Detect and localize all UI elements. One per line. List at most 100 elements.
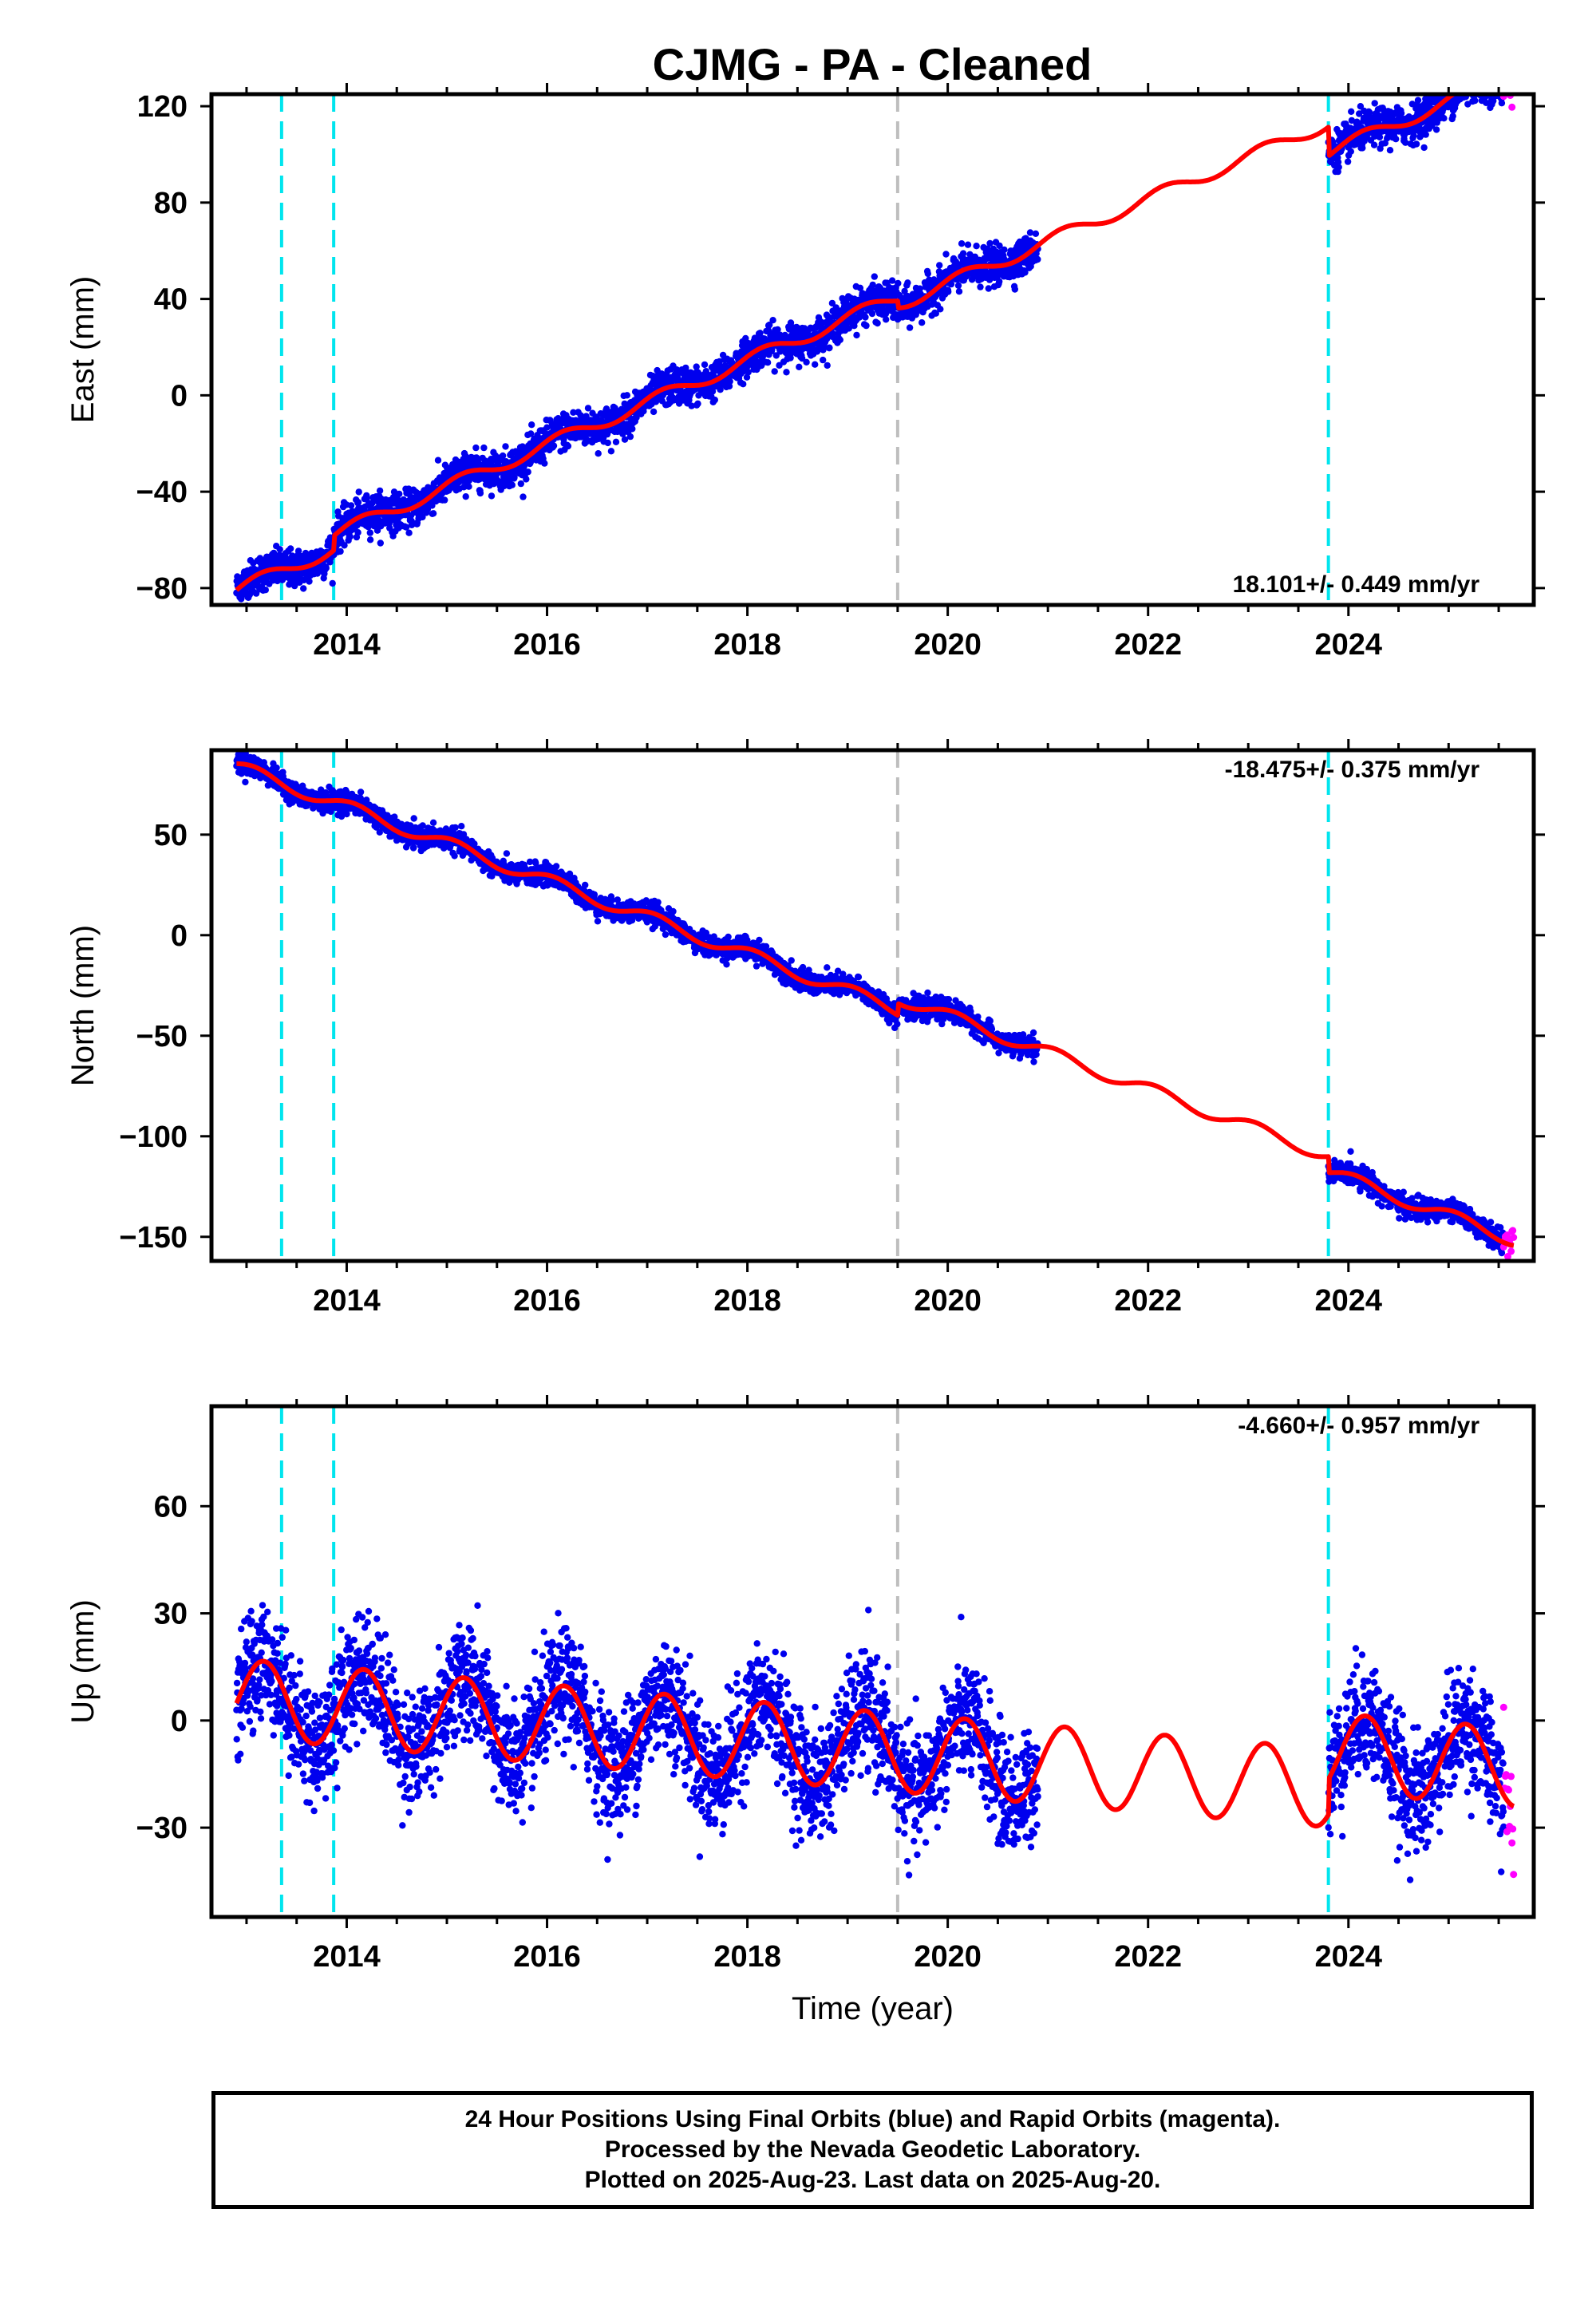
data-point: [862, 314, 869, 321]
data-point: [959, 250, 967, 257]
data-point: [1477, 75, 1483, 81]
data-point: [337, 547, 344, 555]
rapid-data-point: [1502, 78, 1509, 85]
data-point: [1477, 85, 1483, 92]
y-tick-label: 80: [154, 187, 188, 220]
data-point: [300, 585, 307, 592]
data-point: [693, 363, 700, 370]
data-point: [462, 453, 469, 460]
data-point: [357, 788, 365, 796]
data-point: [1465, 78, 1472, 85]
data-point: [262, 587, 269, 594]
data-point: [1487, 78, 1493, 85]
data-point: [1493, 80, 1499, 86]
data-point: [688, 402, 695, 409]
data-point: [1474, 72, 1480, 78]
data-point: [1484, 77, 1491, 84]
data-point: [366, 536, 374, 543]
data-point: [1467, 81, 1473, 88]
data-point: [1490, 63, 1496, 69]
data-point: [329, 579, 336, 587]
data-point: [1458, 78, 1464, 85]
data-point: [863, 322, 870, 330]
data-point: [1483, 77, 1489, 84]
data-point: [1496, 71, 1503, 77]
x-tick-label: 2016: [513, 628, 581, 662]
data-point: [570, 409, 577, 416]
data-point: [694, 400, 701, 407]
data-point: [836, 336, 844, 343]
data-point: [595, 450, 602, 457]
data-point: [523, 476, 530, 483]
data-point: [1011, 286, 1019, 293]
data-point: [519, 493, 527, 500]
data-point: [1440, 115, 1448, 122]
plot-area-north: [233, 750, 1518, 1261]
data-point: [826, 344, 833, 351]
data-point: [868, 310, 876, 318]
data-point: [1474, 81, 1480, 88]
data-point: [503, 850, 511, 857]
data-point: [901, 287, 908, 295]
data-point: [408, 521, 416, 528]
data-point: [1491, 84, 1498, 90]
data-point: [1491, 69, 1498, 75]
data-point: [1494, 73, 1500, 80]
data-point: [524, 468, 531, 476]
data-point: [322, 564, 330, 571]
data-point: [1492, 75, 1499, 81]
data-point: [757, 330, 764, 337]
data-point: [787, 354, 794, 362]
data-point: [1458, 78, 1464, 85]
data-point: [508, 481, 516, 488]
data-point: [1348, 108, 1355, 115]
data-point: [947, 280, 955, 288]
data-point: [711, 396, 718, 404]
data-point: [1459, 84, 1465, 90]
data-point: [824, 362, 831, 370]
data-point: [798, 354, 806, 362]
data-point: [869, 281, 876, 289]
data-point: [1032, 230, 1040, 237]
data-point: [945, 288, 952, 295]
data-point: [1410, 132, 1417, 140]
data-point: [543, 424, 551, 431]
data-point: [583, 413, 590, 420]
rate-label: 18.101+/- 0.449 mm/yr: [1233, 571, 1480, 598]
data-point: [270, 549, 278, 557]
data-point: [1370, 141, 1378, 148]
rapid-data-point: [1504, 77, 1511, 85]
data-point: [623, 392, 630, 399]
data-point: [853, 331, 860, 339]
data-point: [372, 522, 379, 529]
data-point: [354, 499, 362, 506]
data-point: [1359, 144, 1366, 152]
data-point: [996, 278, 1003, 285]
data-point: [1485, 79, 1491, 85]
data-point: [771, 368, 778, 375]
data-point: [1484, 69, 1491, 76]
data-point: [796, 363, 803, 370]
data-point: [1472, 73, 1478, 80]
data-point: [273, 764, 280, 772]
data-point: [584, 405, 592, 412]
panel-east: 2014 2016 2018 2020 2022 2024−80−4004080120Ea…: [65, 63, 1545, 662]
data-point: [511, 474, 518, 481]
data-point: [612, 438, 620, 445]
data-point: [1491, 68, 1497, 74]
data-point: [376, 487, 384, 495]
data-point: [985, 285, 993, 292]
data-point: [424, 505, 432, 513]
data-point: [1402, 139, 1409, 146]
data-point: [1470, 86, 1476, 93]
data-point: [787, 319, 795, 326]
data-point: [1486, 83, 1492, 89]
data-point: [1447, 80, 1453, 86]
data-point: [476, 489, 484, 497]
data-point: [260, 759, 267, 766]
data-point: [1479, 77, 1486, 83]
data-point: [1476, 73, 1483, 80]
data-point: [1344, 158, 1352, 165]
data-point: [1464, 84, 1470, 90]
data-point: [1495, 81, 1501, 87]
